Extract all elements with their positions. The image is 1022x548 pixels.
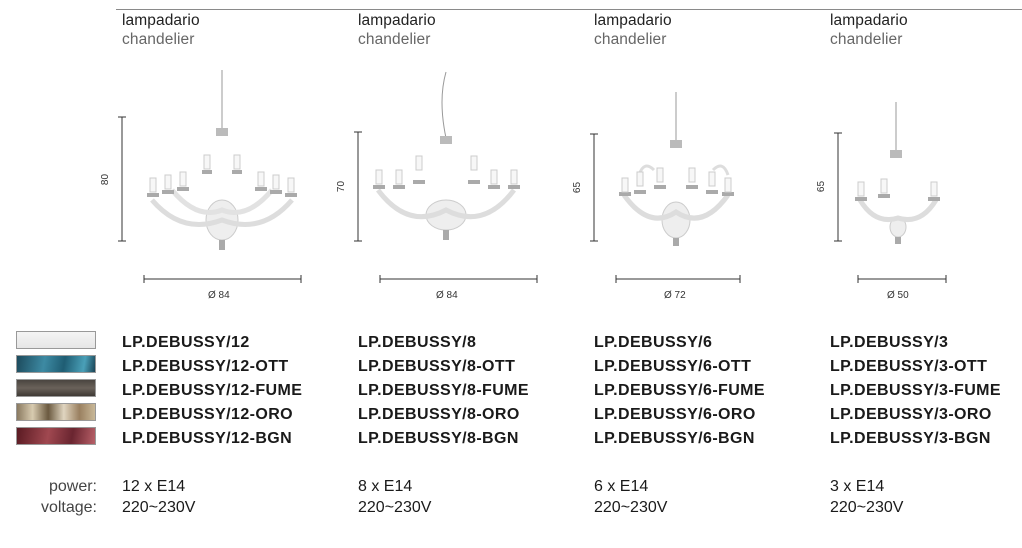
voltage-value: 220~230V — [594, 499, 668, 516]
power-value: 8 x E14 — [358, 478, 413, 495]
product-code: LP.DEBUSSY/6-OTT — [594, 358, 752, 375]
finish-swatches — [16, 331, 96, 451]
power-value: 3 x E14 — [830, 478, 885, 495]
product-code: LP.DEBUSSY/6-BGN — [594, 430, 755, 447]
product-codes: LP.DEBUSSY/12 LP.DEBUSSY/12-OTT LP.DEBUS… — [122, 331, 302, 451]
voltage-value: 220~230V — [830, 499, 904, 516]
voltage-value: 220~230V — [122, 499, 196, 516]
name-english: chandelier — [358, 31, 431, 48]
product-code: LP.DEBUSSY/12-ORO — [122, 406, 293, 423]
name-english: chandelier — [122, 31, 195, 48]
product-code: LP.DEBUSSY/12-FUME — [122, 382, 303, 399]
product-code: LP.DEBUSSY/8-OTT — [358, 358, 516, 375]
power-label: power: — [48, 478, 97, 495]
swatch-oro — [16, 403, 96, 421]
product-codes: LP.DEBUSSY/3 LP.DEBUSSY/3-OTT LP.DEBUSSY… — [830, 331, 1001, 451]
product-code: LP.DEBUSSY/8-BGN — [358, 430, 519, 447]
product-column-3: lampadario chandelier 65 Ø 50 LP.DEBUSSY… — [816, 0, 1022, 548]
swatch-ott — [16, 355, 96, 373]
swatch-white — [16, 331, 96, 349]
swatch-bgn — [16, 427, 96, 445]
product-code: LP.DEBUSSY/3-ORO — [830, 406, 992, 423]
product-code: LP.DEBUSSY/12-BGN — [122, 430, 293, 447]
product-column-6: lampadario chandelier 65 Ø 72 LP.DEBUSSY… — [572, 0, 814, 548]
name-english: chandelier — [830, 31, 903, 48]
product-code: LP.DEBUSSY/8-FUME — [358, 382, 529, 399]
product-column-12: lampadario chandelier 80 Ø 84 LP.DEBUSSY… — [100, 0, 342, 548]
height-dimension: 70 — [336, 180, 348, 193]
chandelier-6-drawing — [590, 92, 741, 283]
name-italian: lampadario — [594, 12, 672, 29]
height-dimension: 65 — [816, 180, 828, 193]
product-code: LP.DEBUSSY/8 — [358, 334, 477, 351]
voltage-value: 220~230V — [358, 499, 432, 516]
top-divider — [116, 9, 1022, 10]
product-code: LP.DEBUSSY/12 — [122, 334, 250, 351]
height-dimension: 80 — [100, 173, 112, 186]
product-code: LP.DEBUSSY/3-FUME — [830, 382, 1001, 399]
product-column-8: lampadario chandelier 70 Ø 84 LP.DEBUSSY… — [336, 0, 578, 548]
product-code: LP.DEBUSSY/6-ORO — [594, 406, 756, 423]
diameter-dimension: Ø 84 — [436, 290, 458, 301]
name-italian: lampadario — [830, 12, 908, 29]
product-code: LP.DEBUSSY/8-ORO — [358, 406, 520, 423]
diameter-dimension: Ø 72 — [664, 290, 686, 301]
chandelier-3-drawing — [834, 102, 947, 283]
power-value: 12 x E14 — [122, 478, 186, 495]
chandelier-8-drawing — [354, 71, 538, 283]
swatch-fume — [16, 379, 96, 397]
product-code: LP.DEBUSSY/12-OTT — [122, 358, 289, 375]
name-italian: lampadario — [122, 12, 200, 29]
product-code: LP.DEBUSSY/3-BGN — [830, 430, 991, 447]
product-codes: LP.DEBUSSY/6 LP.DEBUSSY/6-OTT LP.DEBUSSY… — [594, 331, 765, 451]
diameter-dimension: Ø 50 — [887, 290, 909, 301]
power-value: 6 x E14 — [594, 478, 649, 495]
voltage-label: voltage: — [40, 499, 97, 516]
product-codes: LP.DEBUSSY/8 LP.DEBUSSY/8-OTT LP.DEBUSSY… — [358, 331, 529, 451]
chandelier-12-drawing — [118, 70, 302, 283]
height-dimension: 65 — [572, 181, 584, 194]
name-english: chandelier — [594, 31, 667, 48]
product-code: LP.DEBUSSY/6-FUME — [594, 382, 765, 399]
product-code: LP.DEBUSSY/3 — [830, 334, 949, 351]
diameter-dimension: Ø 84 — [208, 290, 230, 301]
spec-labels: power: voltage: — [0, 476, 97, 518]
name-italian: lampadario — [358, 12, 436, 29]
product-code: LP.DEBUSSY/6 — [594, 334, 713, 351]
product-code: LP.DEBUSSY/3-OTT — [830, 358, 988, 375]
